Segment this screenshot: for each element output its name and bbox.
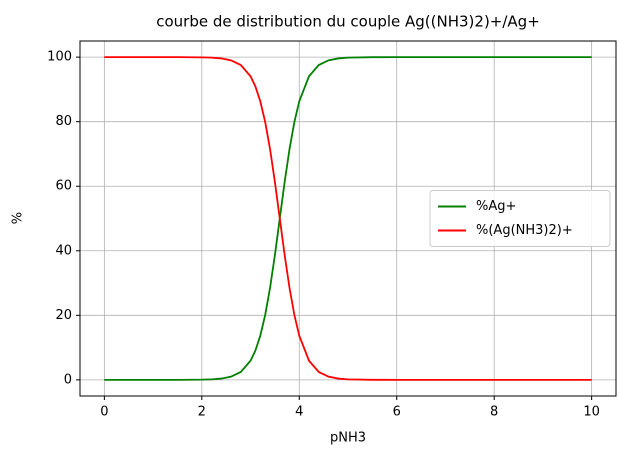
x-tick-label: 6 — [393, 405, 401, 420]
plot-frame — [79, 40, 617, 397]
y-tick-label: 60 — [55, 179, 72, 194]
y-tick-label: 20 — [55, 308, 72, 323]
x-tick-label: 4 — [295, 405, 303, 420]
x-tick-label: 0 — [100, 405, 108, 420]
y-tick-label: 0 — [64, 372, 72, 387]
legend-label: %Ag+ — [476, 199, 516, 214]
legend-box — [429, 190, 611, 247]
y-tick-label: 100 — [47, 50, 72, 65]
x-tick-label: 10 — [583, 405, 600, 420]
legend-label: %(Ag(NH3)2)+ — [476, 223, 573, 238]
y-tick-label: 80 — [55, 114, 72, 129]
chart-title: courbe de distribution du couple Ag((NH3… — [156, 13, 540, 31]
y-axis-label: % — [11, 212, 26, 224]
line — [104, 56, 592, 381]
y-tick-label: 40 — [55, 243, 72, 258]
x-tick-label: 8 — [490, 405, 498, 420]
x-axis-label: pNH3 — [330, 431, 366, 446]
x-tick-label: 2 — [198, 405, 206, 420]
